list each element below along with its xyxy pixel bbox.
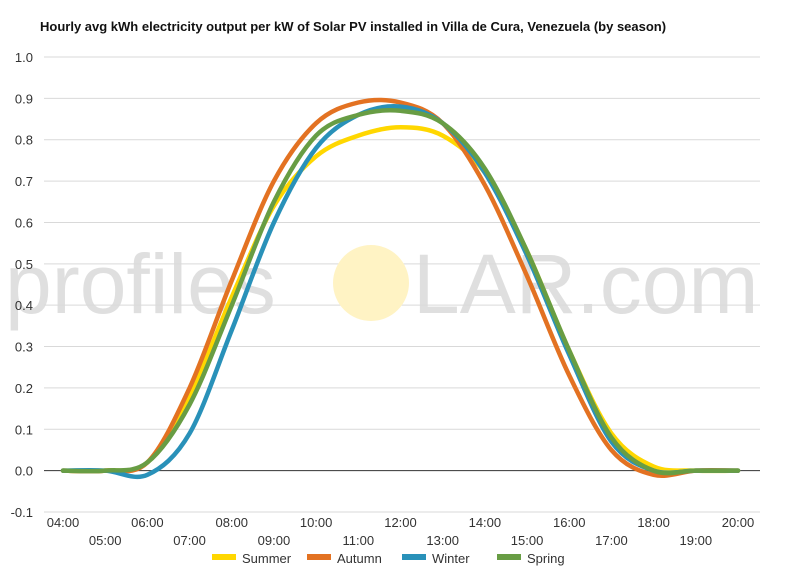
x-tick-label: 17:00 bbox=[595, 533, 628, 548]
x-tick-label: 15:00 bbox=[511, 533, 544, 548]
legend-swatch-winter bbox=[402, 554, 426, 560]
y-tick-label: 0.5 bbox=[15, 257, 33, 272]
y-tick-label: 0.7 bbox=[15, 174, 33, 189]
watermark-text-right: LAR.com bbox=[413, 237, 758, 331]
series-line-winter bbox=[60, 104, 741, 480]
x-tick-label: 13:00 bbox=[426, 533, 459, 548]
grid-lines bbox=[44, 56, 760, 513]
series-line-summer bbox=[60, 125, 741, 474]
y-tick-label: 1.0 bbox=[15, 50, 33, 65]
y-tick-label: 0.9 bbox=[15, 91, 33, 106]
legend-swatch-autumn bbox=[307, 554, 331, 560]
watermark-sun-icon bbox=[333, 245, 409, 321]
x-tick-label: 20:00 bbox=[722, 515, 755, 530]
x-tick-label: 07:00 bbox=[173, 533, 206, 548]
x-tick-label: 14:00 bbox=[469, 515, 502, 530]
x-tick-label: 05:00 bbox=[89, 533, 122, 548]
x-tick-label: 12:00 bbox=[384, 515, 417, 530]
y-tick-label: 0.3 bbox=[15, 340, 33, 355]
y-tick-label: 0.6 bbox=[15, 215, 33, 230]
x-tick-label: 18:00 bbox=[637, 515, 670, 530]
watermark: profiles LAR.com bbox=[5, 237, 758, 331]
x-tick-label: 10:00 bbox=[300, 515, 333, 530]
x-axis-ticks: 04:00 06:00 08:00 10:00 12:00 14:00 16:00 18:00… bbox=[47, 515, 755, 548]
y-tick-label: 0.8 bbox=[15, 133, 33, 148]
y-tick-label: 0.0 bbox=[15, 464, 33, 479]
series-lines bbox=[60, 97, 741, 480]
x-tick-label: 16:00 bbox=[553, 515, 586, 530]
series-line-autumn bbox=[60, 97, 741, 478]
y-tick-label: -0.1 bbox=[11, 505, 33, 520]
x-tick-label: 11:00 bbox=[343, 533, 375, 548]
chart-title: Hourly avg kWh electricity output per kW… bbox=[40, 19, 667, 34]
legend-label-summer[interactable]: Summer bbox=[242, 551, 292, 566]
x-tick-label: 04:00 bbox=[47, 515, 80, 530]
legend-swatch-summer bbox=[212, 554, 236, 560]
x-tick-label: 08:00 bbox=[215, 515, 248, 530]
legend-swatch-spring bbox=[497, 554, 521, 560]
legend-label-winter[interactable]: Winter bbox=[432, 551, 470, 566]
y-tick-label: 0.1 bbox=[15, 422, 33, 437]
legend[interactable]: Summer Autumn Winter Spring bbox=[212, 551, 565, 566]
y-tick-label: 0.2 bbox=[15, 381, 33, 396]
series-line-spring bbox=[60, 108, 741, 476]
x-tick-label: 19:00 bbox=[680, 533, 713, 548]
y-axis-ticks: -0.1 0.0 0.1 0.2 0.3 0.4 0.5 0.6 0.7 0.8 0.9 1.0 bbox=[11, 50, 33, 520]
x-tick-label: 06:00 bbox=[131, 515, 164, 530]
y-tick-label: 0.4 bbox=[15, 298, 33, 313]
legend-label-spring[interactable]: Spring bbox=[527, 551, 565, 566]
x-tick-label: 09:00 bbox=[258, 533, 291, 548]
legend-label-autumn[interactable]: Autumn bbox=[337, 551, 382, 566]
